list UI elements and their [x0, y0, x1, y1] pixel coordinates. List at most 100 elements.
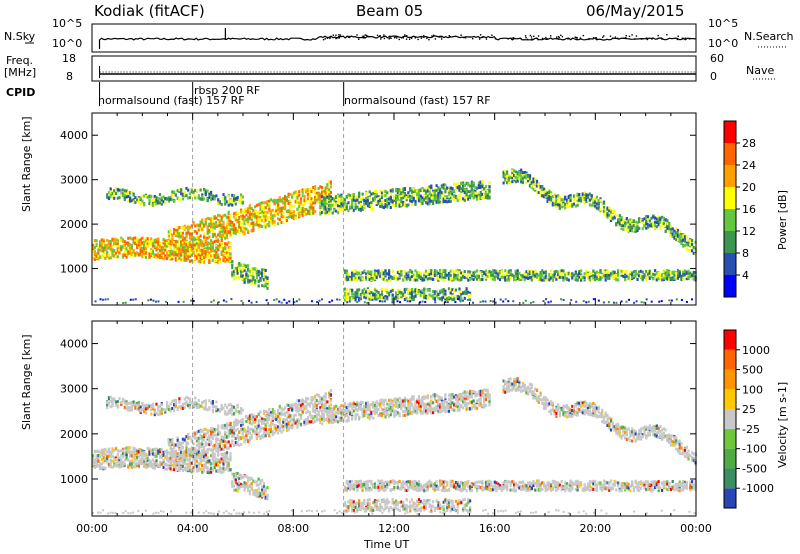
power-echo-pixel	[99, 255, 102, 259]
power-echo-pixel	[654, 224, 657, 228]
nsearch-point	[398, 38, 400, 41]
power-ground-pixel	[288, 300, 291, 303]
power-echo-pixel	[129, 191, 132, 195]
power-echo-pixel	[391, 289, 394, 292]
power-echo-pixel	[158, 201, 162, 205]
power-echo-pixel	[234, 228, 237, 232]
power-echo-pixel	[99, 248, 102, 252]
power-echo-pixel	[240, 228, 243, 232]
power-echo-pixel	[462, 186, 465, 190]
power-echo-pixel	[638, 270, 641, 274]
power-echo-pixel	[250, 268, 253, 272]
power-echo-pixel	[541, 185, 544, 188]
power-echo-pixel	[453, 277, 456, 281]
power-echo-pixel	[419, 194, 422, 198]
power-echo-pixel	[143, 243, 146, 247]
power-echo-pixel	[125, 192, 128, 196]
power-echo-pixel	[449, 191, 452, 195]
power-echo-pixel	[507, 269, 510, 273]
nsearch-point	[596, 38, 598, 40]
power-echo-pixel	[587, 275, 590, 279]
power-echo-pixel	[368, 190, 371, 194]
power-echo-pixel	[620, 269, 623, 273]
power-echo-pixel	[206, 250, 209, 253]
power-echo-pixel	[463, 191, 466, 194]
nsearch-point	[546, 38, 548, 40]
power-echo-pixel	[451, 196, 454, 200]
power-echo-pixel	[678, 230, 681, 234]
power-echo-pixel	[624, 219, 627, 223]
power-ground-pixel	[635, 300, 638, 303]
power-echo-pixel	[322, 192, 325, 196]
power-echo-pixel	[217, 244, 220, 248]
power-echo-pixel	[453, 298, 456, 301]
power-echo-pixel	[176, 196, 179, 200]
power-echo-pixel	[657, 217, 660, 221]
power-echo-pixel	[195, 256, 199, 260]
power-echo-pixel	[440, 269, 443, 273]
power-ground-pixel	[278, 300, 281, 303]
power-echo-pixel	[646, 223, 650, 226]
power-ground-pixel	[363, 301, 366, 304]
power-ground-pixel	[542, 300, 545, 303]
vel-echo-pixel	[93, 458, 96, 462]
power-echo-pixel	[187, 242, 190, 245]
power-echo-pixel	[548, 200, 551, 204]
power-echo-pixel	[187, 229, 190, 233]
power-echo-pixel	[574, 272, 577, 276]
power-echo-pixel	[456, 270, 459, 274]
power-echo-pixel	[454, 274, 458, 278]
power-echo-pixel	[351, 273, 354, 277]
power-echo-pixel	[363, 287, 366, 291]
power-echo-pixel	[620, 273, 623, 277]
power-echo-pixel	[180, 244, 183, 248]
power-echo-pixel	[180, 248, 183, 252]
power-echo-pixel	[617, 278, 620, 282]
nsky-trace	[98, 35, 696, 50]
power-echo-pixel	[460, 278, 463, 282]
power-echo-pixel	[250, 214, 253, 218]
power-echo-pixel	[201, 244, 204, 248]
power-echo-pixel	[141, 255, 144, 259]
power-echo-pixel	[197, 248, 200, 252]
power-echo-pixel	[243, 275, 246, 279]
power-echo-pixel	[208, 228, 211, 232]
power-echo-pixel	[319, 206, 322, 210]
power-echo-pixel	[416, 291, 419, 295]
power-echo-pixel	[167, 196, 170, 200]
vel-echo-pixel	[109, 451, 112, 455]
power-ytick-label: 2000	[60, 218, 88, 231]
power-echo-pixel	[306, 196, 310, 200]
power-echo-pixel	[386, 288, 389, 292]
power-echo-pixel	[227, 210, 230, 214]
power-ground-pixel	[472, 301, 475, 304]
power-echo-pixel	[234, 270, 237, 274]
power-echo-pixel	[289, 204, 292, 208]
power-echo-pixel	[428, 199, 431, 203]
power-ground-pixel	[298, 298, 301, 301]
power-echo-pixel	[176, 246, 179, 249]
vel-echo-pixel	[95, 460, 98, 464]
nsearch-point	[431, 35, 433, 37]
power-echo-pixel	[456, 196, 459, 200]
power-echo-pixel	[275, 200, 278, 204]
power-echo-pixel	[403, 204, 406, 208]
power-echo-pixel	[407, 288, 410, 292]
power-echo-pixel	[261, 268, 264, 272]
power-echo-pixel	[352, 278, 355, 281]
power-echo-pixel	[354, 296, 357, 300]
power-echo-pixel	[109, 249, 112, 253]
power-echo-pixel	[375, 190, 378, 194]
power-echo-pixel	[372, 192, 375, 196]
power-echo-pixel	[143, 203, 146, 207]
power-echo-pixel	[199, 220, 202, 224]
power-echo-pixel	[183, 190, 186, 194]
power-echo-pixel	[403, 290, 406, 294]
power-echo-pixel	[530, 184, 533, 188]
power-echo-pixel	[192, 246, 195, 250]
power-echo-pixel	[518, 170, 521, 174]
nsearch-point	[322, 38, 325, 41]
nsearch-point	[449, 35, 452, 38]
power-echo-pixel	[252, 209, 255, 213]
power-echo-pixel	[190, 243, 193, 247]
